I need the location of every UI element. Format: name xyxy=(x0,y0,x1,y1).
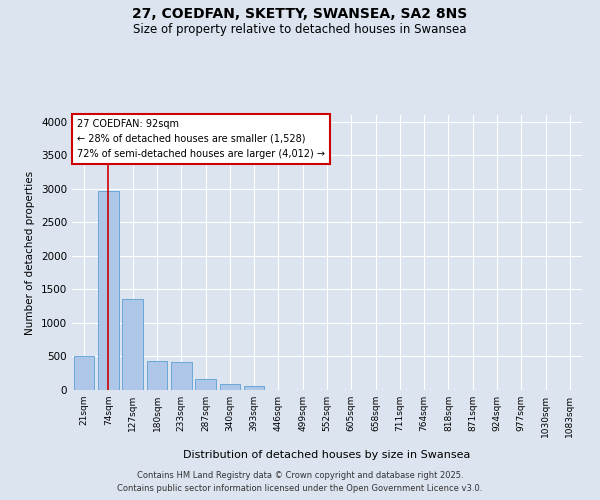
Text: Contains HM Land Registry data © Crown copyright and database right 2025.
Contai: Contains HM Land Registry data © Crown c… xyxy=(118,472,482,493)
Text: Size of property relative to detached houses in Swansea: Size of property relative to detached ho… xyxy=(133,22,467,36)
Bar xyxy=(220,384,240,390)
Bar xyxy=(146,361,167,390)
Text: Distribution of detached houses by size in Swansea: Distribution of detached houses by size … xyxy=(184,450,470,460)
Bar xyxy=(74,356,94,390)
Text: 27 COEDFAN: 92sqm
← 28% of detached houses are smaller (1,528)
72% of semi-detac: 27 COEDFAN: 92sqm ← 28% of detached hous… xyxy=(77,119,325,158)
Bar xyxy=(195,380,216,390)
Bar xyxy=(122,299,143,390)
Bar xyxy=(171,362,191,390)
Bar xyxy=(244,386,265,390)
Text: 27, COEDFAN, SKETTY, SWANSEA, SA2 8NS: 27, COEDFAN, SKETTY, SWANSEA, SA2 8NS xyxy=(133,6,467,20)
Y-axis label: Number of detached properties: Number of detached properties xyxy=(25,170,35,334)
Bar xyxy=(98,191,119,390)
